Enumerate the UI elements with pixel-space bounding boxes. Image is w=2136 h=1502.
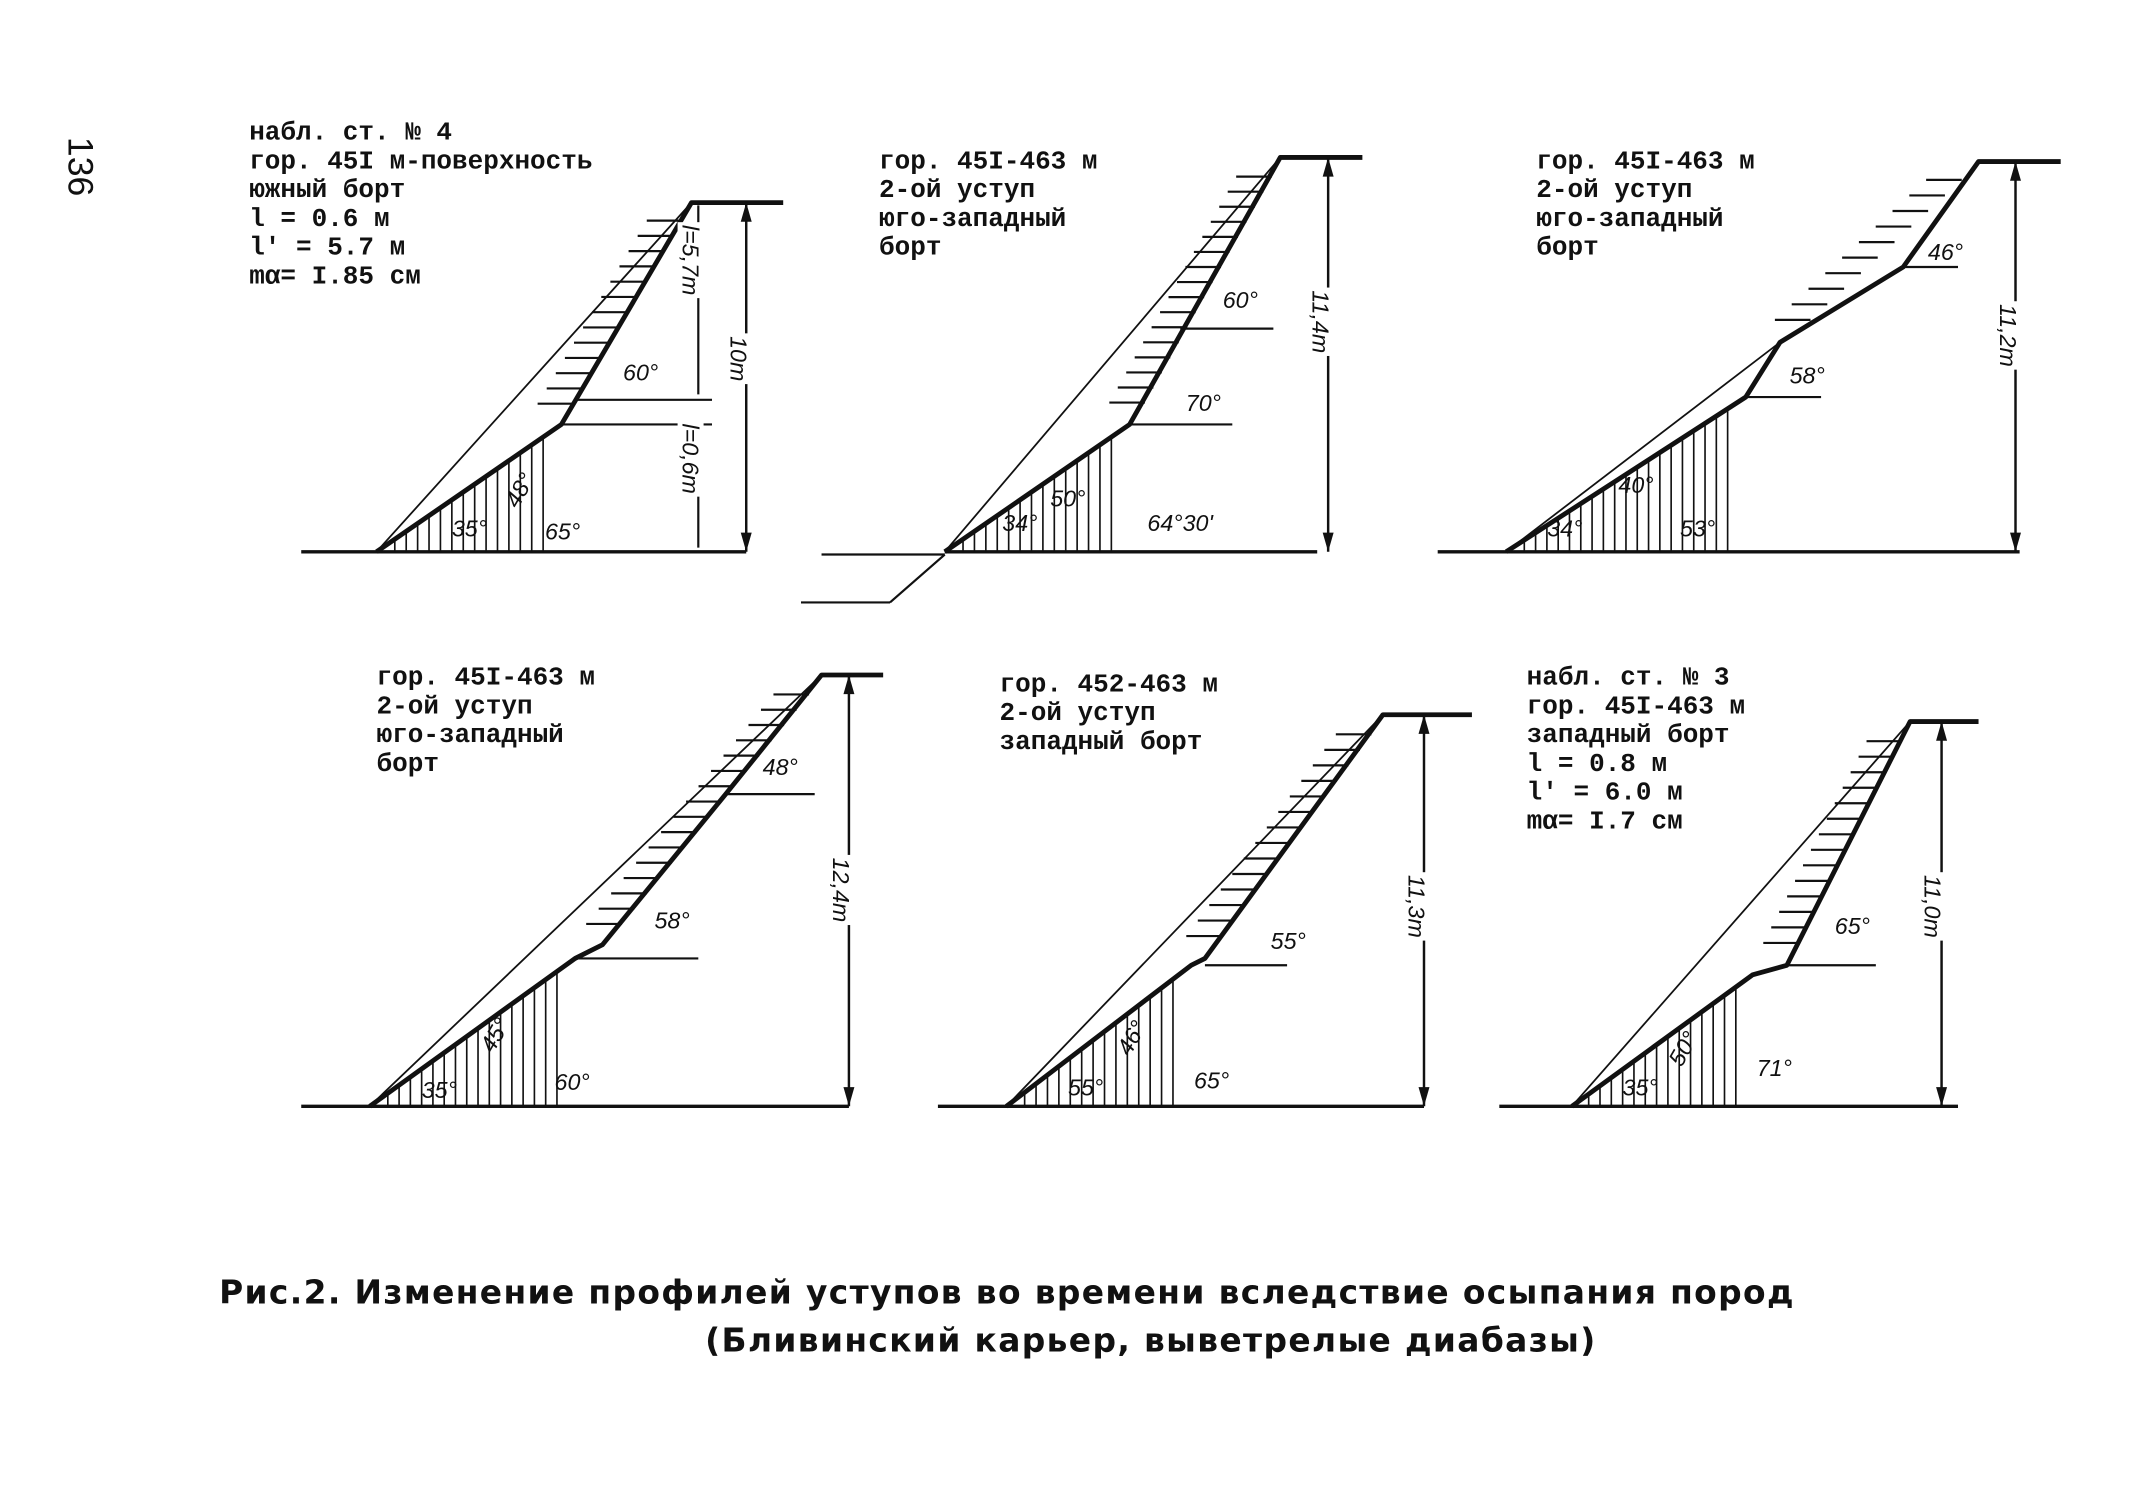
- construction-line: [889, 553, 946, 604]
- dimension-label: 11,3m: [1403, 875, 1429, 938]
- label-gap: [677, 222, 704, 299]
- label-gap: [1403, 872, 1430, 941]
- angle-label: 35°: [452, 516, 487, 542]
- panel-header-line: l = 0.8 м: [1527, 749, 1667, 779]
- panel-header-line: гор. 45I-463 м: [377, 663, 595, 693]
- panel-header-line: l' = 5.7 м: [249, 233, 405, 263]
- angle-label: 58°: [654, 907, 689, 933]
- label-gap: [725, 333, 752, 385]
- panel-header-line: юго-западный: [377, 720, 564, 750]
- angle-label: 40°: [1618, 472, 1653, 498]
- label-gap: [677, 420, 704, 497]
- weathered-profile: [1005, 714, 1384, 1107]
- bench-profile: [1504, 159, 2061, 554]
- angle-label: 48°: [499, 468, 539, 511]
- angle-label: 34°: [1002, 510, 1037, 536]
- weathered-profile: [375, 202, 693, 553]
- arrow: [740, 202, 752, 222]
- label-gap: [828, 854, 855, 926]
- arrow: [1418, 714, 1430, 734]
- panel-header-line: 2-ой уступ: [1536, 175, 1692, 205]
- label-gap: [1994, 301, 2021, 370]
- panel-header-line: борт: [1536, 233, 1598, 263]
- angle-label: 34°: [1547, 516, 1582, 542]
- angle-label: 60°: [623, 360, 658, 386]
- panel-header-line: mα= I.85 см: [249, 261, 421, 291]
- angle-label: 35°: [422, 1077, 457, 1103]
- dimension-label: l=0,6m: [678, 423, 704, 493]
- bench-profile: [1004, 712, 1472, 1109]
- arrow: [2010, 161, 2021, 181]
- dimension-label: 12,4m: [828, 858, 854, 923]
- bench-profile: [943, 155, 1363, 554]
- panel-header-line: борт: [879, 233, 941, 263]
- arrow: [1936, 1087, 1948, 1107]
- angle-label: 70°: [1186, 390, 1221, 416]
- angle-label: 45°: [475, 1013, 515, 1056]
- angle-label: 64°30': [1147, 510, 1214, 536]
- panel-header-line: набл. ст. № 4: [249, 118, 452, 148]
- page-number: 136: [60, 137, 100, 196]
- arrow: [1936, 721, 1948, 741]
- panel-header-line: гор. 45I-463 м: [1527, 691, 1745, 721]
- arrow: [843, 675, 855, 695]
- panel-header-line: 2-ой уступ: [1000, 698, 1156, 728]
- label-gap: [1919, 872, 1946, 941]
- angle-label: 48°: [763, 754, 798, 780]
- caption-line: (Бливинский карьер, выветрелые диабазы): [705, 1320, 1596, 1359]
- angle-label: 46°: [1928, 239, 1963, 265]
- angle-label: 58°: [1790, 362, 1825, 388]
- arrow: [740, 532, 752, 552]
- panel-header-line: западный борт: [1000, 727, 1203, 757]
- dimension-label: 10m: [726, 336, 752, 381]
- panel-header-line: mα= I.7 см: [1527, 806, 1683, 836]
- angle-label: 71°: [1757, 1055, 1792, 1081]
- weathered-profile: [369, 674, 823, 1107]
- arrow: [2010, 532, 2021, 552]
- weathered-profile: [944, 156, 1281, 553]
- dimension-label: 11,0m: [1919, 875, 1945, 938]
- weathered-profile: [1571, 720, 1911, 1107]
- panel-header-line: юго-западный: [879, 204, 1066, 234]
- angle-label: 60°: [1223, 287, 1258, 313]
- dimension-label: 11,2m: [1995, 304, 2021, 367]
- bench-profile: [368, 672, 884, 1109]
- panel-header-line: 2-ой уступ: [879, 175, 1035, 205]
- panel-header-line: набл. ст. № 3: [1527, 663, 1730, 693]
- arrow: [1418, 1087, 1430, 1107]
- panel-header-line: гор. 452-463 м: [1000, 669, 1218, 699]
- panel-header-line: юго-западный: [1536, 204, 1723, 234]
- angle-label: 35°: [1623, 1074, 1658, 1100]
- panel-header-line: западный борт: [1527, 720, 1730, 750]
- angle-label: 65°: [1194, 1068, 1229, 1094]
- panel-header-line: l' = 6.0 м: [1527, 778, 1683, 808]
- angle-label: 65°: [1835, 913, 1870, 939]
- panel-header-line: гор. 45I м-поверхность: [249, 146, 592, 176]
- panel-header-line: борт: [377, 749, 439, 779]
- arrow: [843, 1087, 855, 1107]
- bench-profile: [375, 200, 784, 554]
- panel-header-line: южный борт: [249, 175, 405, 205]
- angle-label: 53°: [1680, 516, 1715, 542]
- panel-header-line: 2-ой уступ: [377, 691, 533, 721]
- dimension-label: l=5,7m: [678, 225, 704, 295]
- label-gap: [1307, 287, 1334, 356]
- angle-label: 55°: [1068, 1074, 1103, 1100]
- caption-line: Рис.2. Изменение профилей уступов во вре…: [219, 1272, 1795, 1311]
- angle-label: 50°: [1050, 486, 1085, 512]
- arrow: [1322, 157, 1334, 177]
- angle-label: 60°: [555, 1069, 590, 1095]
- angle-label: 65°: [545, 518, 580, 544]
- weathered-profile: [1505, 341, 1781, 553]
- panel-header-line: гор. 45I-463 м: [879, 146, 1097, 176]
- dimension-label: 11,4m: [1307, 290, 1333, 353]
- panel-header-line: гор. 45I-463 м: [1536, 146, 1754, 176]
- panel-header-line: l = 0.6 м: [249, 204, 389, 234]
- angle-label: 55°: [1271, 928, 1306, 954]
- arrow: [1322, 532, 1334, 552]
